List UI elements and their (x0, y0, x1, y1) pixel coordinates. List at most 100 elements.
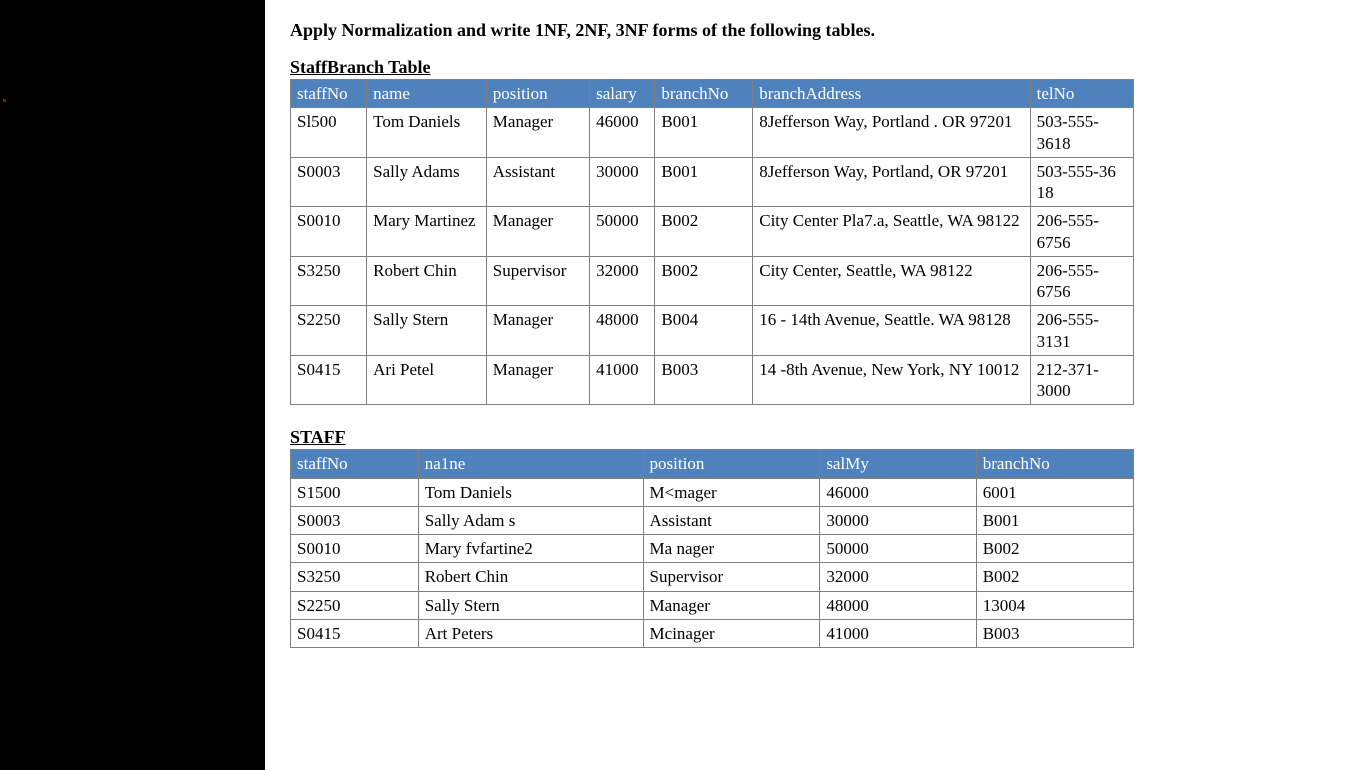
table-row: S3250Robert ChinSupervisor32000B002City … (291, 256, 1134, 306)
table-cell: Sally Adam s (418, 506, 643, 534)
table-cell: Mary Martinez (367, 207, 487, 257)
table-cell: B002 (655, 207, 753, 257)
table-cell: 13004 (976, 591, 1133, 619)
table-cell: B003 (655, 355, 753, 405)
column-header: staffNo (291, 80, 367, 108)
table-cell: 6001 (976, 478, 1133, 506)
table1-title: StaffBranch Table (290, 57, 1340, 78)
table1-body: Sl500Tom DanielsManager46000B0018Jeffers… (291, 108, 1134, 405)
column-header: position (643, 450, 820, 478)
table-cell: Ari Petel (367, 355, 487, 405)
table-cell: 206-555-3131 (1030, 306, 1133, 356)
table-cell: 50000 (820, 535, 976, 563)
column-header: position (486, 80, 589, 108)
table-cell: Manager (643, 591, 820, 619)
table-cell: Manager (486, 108, 589, 158)
table-cell: 14 -8th Avenue, New York, NY 10012 (753, 355, 1030, 405)
table-cell: 206-555-6756 (1030, 256, 1133, 306)
table-cell: S0003 (291, 506, 419, 534)
table-row: S1500Tom DanielsM<mager460006001 (291, 478, 1134, 506)
table-cell: 32000 (590, 256, 655, 306)
table-row: Sl500Tom DanielsManager46000B0018Jeffers… (291, 108, 1134, 158)
table2-head: staffNona1nepositionsalMybranchNo (291, 450, 1134, 478)
table-cell: 212-371-3000 (1030, 355, 1133, 405)
table-cell: Sally Stern (367, 306, 487, 356)
table-cell: 16 - 14th Avenue, Seattle. WA 98128 (753, 306, 1030, 356)
table-cell: Ma nager (643, 535, 820, 563)
table-row: S2250Sally SternManager48000B00416 - 14t… (291, 306, 1134, 356)
table-cell: 30000 (590, 157, 655, 207)
table-cell: City Center, Seattle, WA 98122 (753, 256, 1030, 306)
table-cell: Sl500 (291, 108, 367, 158)
instruction-text: Apply Normalization and write 1NF, 2NF, … (290, 20, 1340, 41)
staffbranch-table: staffNonamepositionsalarybranchNobranchA… (290, 79, 1134, 405)
table2-header-row: staffNona1nepositionsalMybranchNo (291, 450, 1134, 478)
table-cell: B004 (655, 306, 753, 356)
table-cell: Assistant (643, 506, 820, 534)
table-cell: S0010 (291, 535, 419, 563)
table-cell: B002 (655, 256, 753, 306)
table-cell: Tom Daniels (367, 108, 487, 158)
column-header: staffNo (291, 450, 419, 478)
table-cell: 46000 (820, 478, 976, 506)
table-cell: Assistant (486, 157, 589, 207)
table-row: S3250Robert ChinSupervisor32000B002 (291, 563, 1134, 591)
table-cell: Manager (486, 355, 589, 405)
staff-table: staffNona1nepositionsalMybranchNo S1500T… (290, 449, 1134, 648)
column-header: na1ne (418, 450, 643, 478)
table-row: S0415Ari PetelManager41000B00314 -8th Av… (291, 355, 1134, 405)
table2-body: S1500Tom DanielsM<mager460006001S0003Sal… (291, 478, 1134, 648)
table-cell: S3250 (291, 563, 419, 591)
table-cell: 503-555-36 18 (1030, 157, 1133, 207)
table-row: S0010Mary fvfartine2Ma nager50000B002 (291, 535, 1134, 563)
table-cell: 48000 (590, 306, 655, 356)
table-cell: S1500 (291, 478, 419, 506)
table-cell: Robert Chin (367, 256, 487, 306)
column-header: telNo (1030, 80, 1133, 108)
table-cell: 503-555-3618 (1030, 108, 1133, 158)
table-cell: Sally Stern (418, 591, 643, 619)
table-cell: S0003 (291, 157, 367, 207)
table-cell: S0415 (291, 355, 367, 405)
table-cell: Tom Daniels (418, 478, 643, 506)
table-cell: Manager (486, 207, 589, 257)
table-cell: B003 (976, 619, 1133, 647)
table-cell: 46000 (590, 108, 655, 158)
table-cell: 50000 (590, 207, 655, 257)
column-header: branchAddress (753, 80, 1030, 108)
table-cell: Mcinager (643, 619, 820, 647)
table-cell: B001 (655, 157, 753, 207)
table-cell: B001 (976, 506, 1133, 534)
table-cell: Supervisor (486, 256, 589, 306)
table-row: S0415Art PetersMcinager41000B003 (291, 619, 1134, 647)
table-cell: Supervisor (643, 563, 820, 591)
table-cell: 41000 (590, 355, 655, 405)
table-cell: 8Jefferson Way, Portland, OR 97201 (753, 157, 1030, 207)
table-cell: Robert Chin (418, 563, 643, 591)
red-marker (3, 99, 6, 102)
table-cell: 8Jefferson Way, Portland . OR 97201 (753, 108, 1030, 158)
table2-title: STAFF (290, 427, 1340, 448)
table-cell: S0010 (291, 207, 367, 257)
table-cell: 48000 (820, 591, 976, 619)
table-cell: Mary fvfartine2 (418, 535, 643, 563)
table-cell: City Center Pla7.a, Seattle, WA 98122 (753, 207, 1030, 257)
table-cell: B002 (976, 535, 1133, 563)
table-cell: B002 (976, 563, 1133, 591)
table-row: S0003Sally Adam sAssistant30000B001 (291, 506, 1134, 534)
table1-header-row: staffNonamepositionsalarybranchNobranchA… (291, 80, 1134, 108)
table-cell: S3250 (291, 256, 367, 306)
table-row: S2250Sally SternManager4800013004 (291, 591, 1134, 619)
table-cell: S2250 (291, 591, 419, 619)
table-cell: S0415 (291, 619, 419, 647)
table-cell: Manager (486, 306, 589, 356)
column-header: salary (590, 80, 655, 108)
table-cell: 41000 (820, 619, 976, 647)
table-row: S0010Mary MartinezManager50000B002City C… (291, 207, 1134, 257)
table-row: S0003Sally AdamsAssistant30000B0018Jeffe… (291, 157, 1134, 207)
table-cell: M<mager (643, 478, 820, 506)
table-cell: 30000 (820, 506, 976, 534)
table-cell: Sally Adams (367, 157, 487, 207)
column-header: branchNo (655, 80, 753, 108)
table-cell: Art Peters (418, 619, 643, 647)
